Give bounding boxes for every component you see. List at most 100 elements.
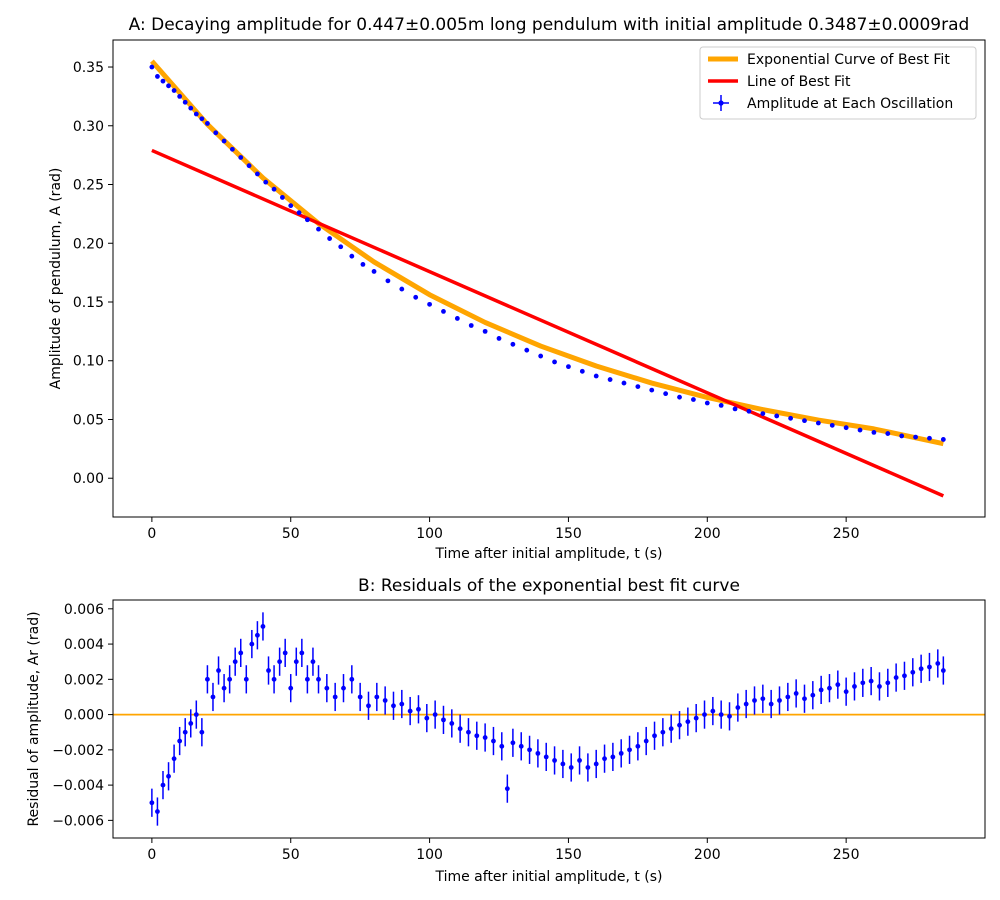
data-point: [704, 400, 710, 406]
data-point: [263, 179, 269, 185]
data-point: [593, 373, 599, 379]
data-point: [160, 78, 166, 84]
y-tick-label: 0.35: [73, 60, 104, 76]
data-point: [255, 171, 260, 177]
data-point: [457, 726, 463, 732]
data-point: [918, 666, 924, 672]
y-tick-label: −0.004: [52, 778, 104, 794]
data-point: [560, 761, 566, 767]
y-tick-label: 0.006: [64, 602, 104, 618]
data-point: [216, 668, 221, 673]
data-point: [618, 750, 624, 756]
data-point: [482, 735, 488, 740]
x-tick-label: 50: [282, 847, 300, 863]
data-point: [232, 659, 238, 665]
data-point: [316, 226, 321, 232]
data-point: [727, 713, 732, 719]
y-tick-label: −0.002: [52, 743, 104, 759]
data-point: [499, 743, 505, 749]
data-point: [474, 733, 480, 739]
data-point: [732, 406, 738, 412]
data-point: [893, 675, 899, 680]
data-point: [341, 685, 346, 691]
chart-b-x-axis-label: Time after initial amplitude, t (s): [434, 869, 662, 885]
data-point: [382, 698, 388, 703]
data-point: [818, 687, 824, 693]
data-point: [760, 411, 766, 417]
data-point: [449, 721, 455, 726]
data-point: [815, 420, 821, 426]
legend-entry-label: Exponential Curve of Best Fit: [747, 52, 950, 68]
data-point: [149, 800, 155, 806]
data-point: [249, 641, 255, 647]
y-tick-label: 0.30: [73, 119, 104, 135]
y-tick-label: 0.002: [64, 672, 104, 688]
data-point: [677, 394, 682, 400]
data-point: [940, 437, 946, 442]
y-tick-label: 0.15: [73, 295, 104, 311]
data-point: [649, 387, 655, 393]
data-point: [221, 685, 227, 691]
data-point: [902, 673, 907, 679]
data-point: [160, 782, 166, 788]
y-tick-label: 0.000: [64, 708, 104, 724]
data-point: [852, 683, 857, 689]
data-point: [752, 698, 757, 703]
data-point: [910, 669, 916, 675]
data-point: [177, 738, 183, 744]
data-point: [568, 765, 574, 770]
x-tick-label: 150: [555, 526, 582, 542]
data-point: [785, 694, 791, 700]
data-point: [735, 705, 741, 710]
data-point: [643, 738, 649, 744]
data-point: [685, 719, 691, 725]
data-point: [885, 680, 891, 686]
legend-box: [699, 46, 977, 120]
chart-a-title: A: Decaying amplitude for 0.447±0.005m l…: [129, 15, 970, 35]
data-point: [413, 294, 419, 300]
data-point: [535, 750, 541, 756]
data-point: [171, 756, 177, 762]
x-tick-label: 50: [282, 526, 300, 542]
data-point: [199, 729, 205, 735]
data-point: [677, 722, 682, 728]
data-point: [482, 328, 488, 334]
data-point: [213, 130, 219, 136]
chart-a-x-axis-label: Time after initial amplitude, t (s): [434, 546, 662, 562]
chart-b-plot-area: [113, 612, 985, 826]
data-point: [230, 146, 235, 152]
data-point: [155, 74, 160, 79]
data-point: [304, 676, 310, 682]
data-point: [885, 431, 891, 436]
data-point: [407, 708, 413, 714]
y-tick-label: 0.05: [73, 412, 104, 428]
data-point: [271, 186, 277, 192]
data-point: [243, 676, 249, 682]
data-point: [227, 676, 233, 682]
data-point: [868, 678, 874, 684]
x-tick-label: 100: [416, 847, 443, 863]
data-point: [385, 278, 391, 284]
chart-a-series-0-line: [150, 59, 944, 447]
data-point: [593, 761, 599, 767]
data-point: [182, 729, 188, 735]
data-point: [416, 706, 421, 712]
legend-swatch-marker: [718, 100, 724, 106]
data-point: [432, 712, 438, 717]
x-tick-label: 0: [147, 847, 156, 863]
data-point: [718, 402, 724, 408]
data-point: [627, 747, 632, 753]
data-point: [835, 682, 841, 688]
data-point: [399, 286, 405, 292]
data-point: [441, 308, 446, 314]
data-point: [860, 680, 866, 686]
chart-b-axes-frame: [112, 599, 986, 839]
data-point: [504, 786, 510, 792]
data-point: [843, 689, 849, 695]
data-point: [366, 703, 371, 709]
data-point: [371, 269, 377, 274]
data-point: [543, 754, 549, 760]
data-point: [149, 64, 155, 70]
chart-a-series-1-line: [151, 148, 945, 498]
